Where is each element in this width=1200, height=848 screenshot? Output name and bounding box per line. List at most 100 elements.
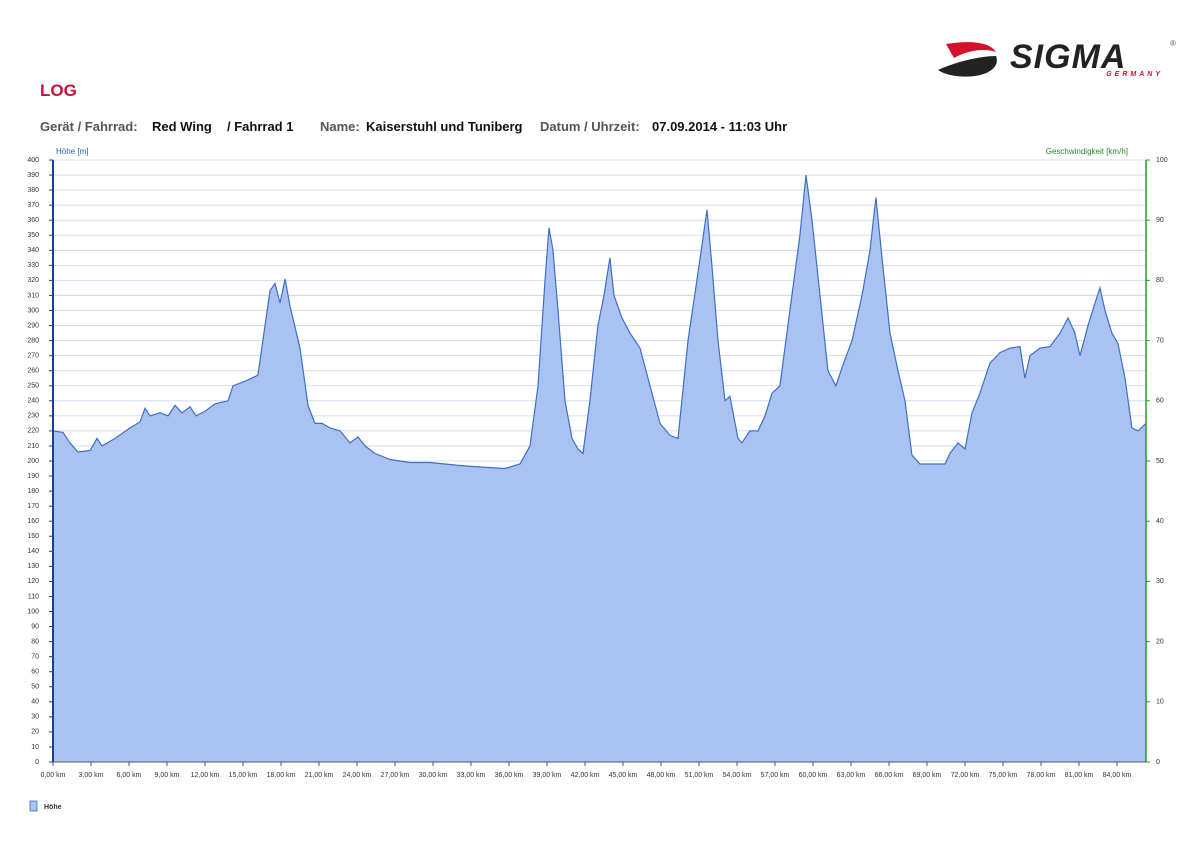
y-tick-label: 220 — [27, 428, 39, 435]
x-tick-label: 42,00 km — [571, 772, 600, 779]
y-tick-label: 320 — [27, 277, 39, 284]
y-tick-label: 280 — [27, 337, 39, 344]
y-tick-label: 170 — [27, 503, 39, 510]
device: Red Wing — [152, 119, 212, 134]
y2-tick-label: 40 — [1156, 518, 1164, 525]
x-tick-label: 30,00 km — [419, 772, 448, 779]
y2-tick-label: 90 — [1156, 217, 1164, 224]
x-tick-label: 39,00 km — [533, 772, 562, 779]
logo-swoosh-red — [946, 42, 996, 58]
y-tick-label: 80 — [31, 638, 39, 645]
x-tick-label: 72,00 km — [951, 772, 980, 779]
y-tick-label: 120 — [27, 578, 39, 585]
y2-axis-label: Geschwindigkeit [km/h] — [1046, 147, 1128, 156]
section-title: LOG — [40, 81, 77, 100]
y-tick-label: 340 — [27, 247, 39, 254]
x-tick-label: 57,00 km — [761, 772, 790, 779]
area-fill — [53, 175, 1146, 763]
x-tick-label: 36,00 km — [495, 772, 524, 779]
logo-country: GERMANY — [1106, 71, 1163, 78]
y-tick-label: 140 — [27, 548, 39, 555]
y2-tick-label: 10 — [1156, 699, 1164, 706]
y2-tick-label: 60 — [1156, 398, 1164, 405]
x-tick-label: 69,00 km — [913, 772, 942, 779]
y-tick-label: 390 — [27, 172, 39, 179]
y-tick-label: 400 — [27, 157, 39, 164]
x-tick-label: 15,00 km — [229, 772, 258, 779]
y-tick-label: 310 — [27, 292, 39, 299]
logo: SIGMA ® GERMANY — [938, 38, 1176, 78]
y-tick-label: 50 — [31, 684, 39, 691]
y-tick-label: 200 — [27, 458, 39, 465]
y-tick-label: 240 — [27, 398, 39, 405]
x-tick-label: 9,00 km — [155, 772, 180, 779]
area-line — [52, 175, 1147, 470]
x-tick-label: 12,00 km — [191, 772, 220, 779]
bike: / Fahrrad 1 — [227, 119, 293, 134]
x-tick-label: 27,00 km — [381, 772, 410, 779]
date: 07.09.2014 - 11:03 Uhr — [652, 119, 787, 134]
y-axis-label: Höhe [m] — [56, 147, 88, 156]
y2-tick-label: 50 — [1156, 458, 1164, 465]
y-tick-label: 90 — [31, 623, 39, 630]
x-tick-label: 21,00 km — [305, 772, 334, 779]
x-tick-label: 78,00 km — [1027, 772, 1056, 779]
name-label: Name: — [320, 119, 360, 134]
x-tick-label: 18,00 km — [267, 772, 296, 779]
y-tick-label: 260 — [27, 368, 39, 375]
legend-label: Höhe — [44, 804, 62, 811]
x-tick-label: 81,00 km — [1065, 772, 1094, 779]
x-tick-label: 51,00 km — [685, 772, 714, 779]
y-tick-label: 210 — [27, 443, 39, 450]
y-tick-label: 150 — [27, 533, 39, 540]
y2-tick-label: 0 — [1156, 759, 1160, 766]
x-tick-label: 24,00 km — [343, 772, 372, 779]
y2-tick-label: 30 — [1156, 578, 1164, 585]
y2-tick-label: 100 — [1156, 157, 1168, 164]
y2-tick-label: 70 — [1156, 337, 1164, 344]
plot: 0102030405060708090100110120130140150160… — [27, 157, 1168, 812]
x-tick-label: 0,00 km — [41, 772, 66, 779]
y-tick-label: 290 — [27, 322, 39, 329]
y-tick-label: 230 — [27, 413, 39, 420]
date-label: Datum / Uhrzeit: — [540, 119, 640, 134]
y-tick-label: 60 — [31, 669, 39, 676]
y-tick-label: 110 — [28, 593, 39, 600]
y-tick-label: 250 — [27, 383, 39, 390]
y-tick-label: 350 — [27, 232, 39, 239]
x-tick-label: 33,00 km — [457, 772, 486, 779]
y-tick-label: 300 — [27, 307, 39, 314]
logo-brand: SIGMA — [1010, 38, 1126, 76]
y-tick-label: 0 — [35, 759, 39, 766]
y-tick-label: 70 — [31, 653, 39, 660]
x-tick-label: 66,00 km — [875, 772, 904, 779]
y2-tick-label: 20 — [1156, 638, 1164, 645]
legend-swatch — [29, 800, 38, 812]
y-tick-label: 130 — [27, 563, 39, 570]
logo-swoosh-black — [938, 56, 997, 77]
y-tick-label: 330 — [27, 262, 39, 269]
tour-name: Kaiserstuhl und Tuniberg — [366, 119, 523, 134]
y-tick-label: 190 — [27, 473, 39, 480]
y-tick-label: 270 — [27, 352, 39, 359]
x-tick-label: 84,00 km — [1103, 772, 1132, 779]
y-tick-label: 40 — [31, 699, 39, 706]
y2-tick-label: 80 — [1156, 277, 1164, 284]
y-tick-label: 30 — [31, 714, 39, 721]
y-tick-label: 100 — [27, 608, 39, 615]
x-tick-label: 48,00 km — [647, 772, 676, 779]
x-tick-label: 60,00 km — [799, 772, 828, 779]
x-tick-label: 45,00 km — [609, 772, 638, 779]
y-tick-label: 20 — [31, 729, 39, 736]
x-tick-label: 54,00 km — [723, 772, 752, 779]
x-tick-label: 63,00 km — [837, 772, 866, 779]
y-tick-label: 160 — [27, 518, 39, 525]
y-tick-label: 360 — [27, 217, 39, 224]
x-tick-label: 6,00 km — [117, 772, 142, 779]
y-tick-label: 380 — [27, 187, 39, 194]
y-tick-label: 180 — [27, 488, 39, 495]
y-tick-label: 10 — [31, 744, 39, 751]
device-label: Gerät / Fahrrad: — [40, 119, 138, 134]
